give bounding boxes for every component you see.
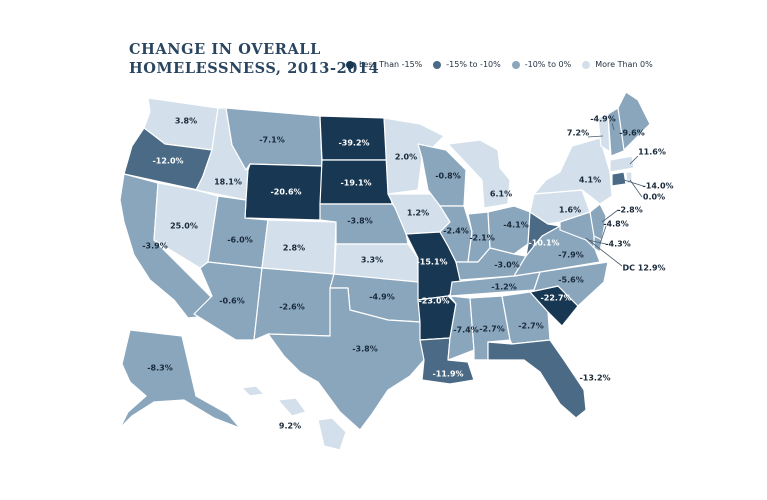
value-label-oh: -4.1% — [503, 221, 529, 230]
value-label-nc: -5.6% — [558, 276, 584, 285]
state-ny — [533, 137, 613, 205]
value-label-ut: -6.0% — [227, 236, 253, 245]
value-label-ms: -7.4% — [453, 326, 479, 335]
value-label-wa: 3.8% — [175, 117, 197, 126]
value-label-mt: -7.1% — [259, 136, 285, 145]
value-label-ma: 11.6% — [638, 148, 666, 157]
value-label-id: 18.1% — [214, 178, 242, 187]
state-md — [559, 211, 595, 249]
state-ky — [455, 247, 527, 281]
state-value-labels: 3.8% -12.0% -3.9% 25.0% 18.1% -7.1% -20.6% -6.0… — [142, 115, 673, 431]
state-tx — [267, 287, 425, 431]
state-me — [617, 91, 651, 151]
value-label-ne: -3.8% — [347, 217, 373, 226]
legend-item-less-than-minus-15: Less Than -15% — [346, 60, 422, 69]
value-label-nm: -2.6% — [279, 303, 305, 312]
value-label-fl: -13.2% — [579, 374, 610, 383]
value-label-az: -0.6% — [219, 297, 245, 306]
state-ma — [609, 155, 635, 173]
leader-line-ri — [629, 179, 643, 198]
map-title: CHANGE IN OVERALL HOMELESSNESS, 2013-201… — [129, 40, 379, 78]
state-fl — [473, 339, 587, 419]
value-label-wy: -20.6% — [270, 188, 301, 197]
label-leader-lines — [585, 122, 644, 267]
value-label-mo: -15.1% — [416, 258, 447, 267]
value-label-ar: -23.0% — [418, 297, 449, 306]
value-label-al: -2.7% — [479, 325, 505, 334]
value-label-ca: -3.9% — [142, 242, 168, 251]
legend-label: Less Than -15% — [359, 60, 423, 69]
value-label-mi: 6.1% — [490, 190, 512, 199]
legend-label: More Than 0% — [595, 60, 653, 69]
value-label-tn: -1.2% — [491, 283, 517, 292]
state-hi — [241, 385, 265, 397]
value-label-la: -11.9% — [432, 370, 463, 379]
value-label-nh: -4.9% — [590, 115, 616, 124]
leader-line-ma — [629, 155, 639, 165]
value-label-ny: 4.1% — [579, 176, 601, 185]
map-title-line-1: CHANGE IN OVERALL — [129, 41, 321, 58]
leader-line-de — [599, 225, 607, 245]
leader-line-md — [587, 239, 607, 245]
value-label-sd: -19.1% — [340, 179, 371, 188]
state-mi — [447, 139, 511, 209]
legend-item-minus-10-to-0: -10% to 0% — [511, 60, 572, 69]
value-label-hi: 9.2% — [279, 422, 301, 431]
legend-item-more-than-0: More Than 0% — [582, 60, 653, 69]
legend-swatch — [582, 60, 591, 69]
value-label-vt: 7.2% — [567, 129, 589, 138]
value-label-ky: -3.0% — [494, 261, 520, 270]
state-shapes — [119, 91, 651, 451]
state-oh — [487, 205, 531, 255]
state-hi — [277, 397, 307, 417]
legend-swatch — [346, 60, 354, 69]
legend-swatch — [433, 60, 442, 69]
legend-swatch — [511, 60, 520, 69]
value-label-dc: DC 12.9% — [622, 264, 665, 273]
map-title-line-2: HOMELESSNESS, 2013-2014 — [129, 60, 380, 77]
legend-label: -10% to 0% — [524, 60, 572, 69]
state-hi — [317, 417, 347, 451]
value-label-in: -2.1% — [469, 234, 495, 243]
legend-item-minus-15-to-minus-10: -15% to -10% — [433, 60, 501, 69]
legend: Less Than -15% -15% to -10% -10% to 0% M… — [346, 60, 653, 69]
leader-line-dc — [585, 237, 623, 267]
value-label-wi: -0.8% — [435, 172, 461, 181]
value-label-co: 2.8% — [283, 244, 305, 253]
state-ct — [611, 171, 627, 187]
legend-label: -15% to -10% — [446, 60, 501, 69]
state-ak — [119, 329, 241, 429]
value-label-wv: -10.1% — [528, 239, 559, 248]
leader-line-nh — [611, 122, 615, 131]
state-nh — [607, 107, 627, 157]
value-label-ga: -2.7% — [518, 322, 544, 331]
value-label-nv: 25.0% — [170, 222, 198, 231]
value-label-ct: -14.0% — [642, 182, 673, 191]
value-label-ri: 0.0% — [643, 193, 665, 202]
value-label-tx: -3.8% — [352, 345, 378, 354]
value-label-ia: 1.2% — [407, 209, 429, 218]
value-label-va: -7.9% — [558, 251, 584, 260]
value-label-or: -12.0% — [152, 157, 183, 166]
value-label-de: -4.8% — [603, 220, 629, 229]
value-label-pa: 1.6% — [559, 206, 581, 215]
value-label-mn: 2.0% — [395, 153, 417, 162]
value-label-nj: -2.8% — [617, 206, 643, 215]
value-label-md: -4.3% — [605, 240, 631, 249]
value-label-il: -2.4% — [443, 227, 469, 236]
value-label-ok: -4.9% — [369, 293, 395, 302]
value-label-sc: -22.7% — [540, 294, 571, 303]
value-label-me: -9.6% — [619, 129, 645, 138]
leader-line-ct — [623, 179, 644, 187]
value-label-nd: -39.2% — [338, 139, 369, 148]
value-label-ak: -8.3% — [147, 364, 173, 373]
leader-line-vt — [587, 135, 604, 138]
leader-line-nj — [601, 209, 619, 223]
value-label-ks: 3.3% — [361, 256, 383, 265]
state-vt — [597, 113, 611, 153]
